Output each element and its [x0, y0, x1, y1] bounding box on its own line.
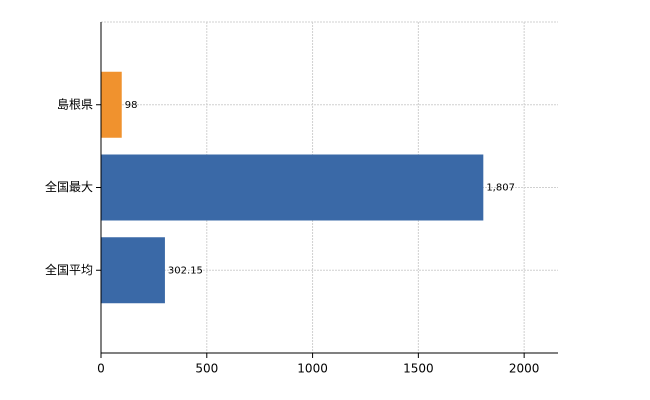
- x-tick-label: 1000: [297, 362, 328, 376]
- x-tick-label: 500: [195, 362, 218, 376]
- bar: [101, 237, 165, 304]
- y-tick-label: 全国平均: [45, 262, 93, 277]
- y-tick-label: 全国最大: [45, 179, 93, 194]
- x-tick-label: 0: [97, 362, 105, 376]
- y-tick-label: 島根県: [57, 96, 93, 111]
- value-label: 98: [125, 100, 138, 111]
- bar: [101, 71, 122, 138]
- x-tick-label: 2000: [509, 362, 540, 376]
- value-label: 1,807: [486, 183, 515, 194]
- bar: [101, 154, 484, 221]
- x-tick-label: 1500: [403, 362, 434, 376]
- value-label: 302.15: [168, 265, 203, 276]
